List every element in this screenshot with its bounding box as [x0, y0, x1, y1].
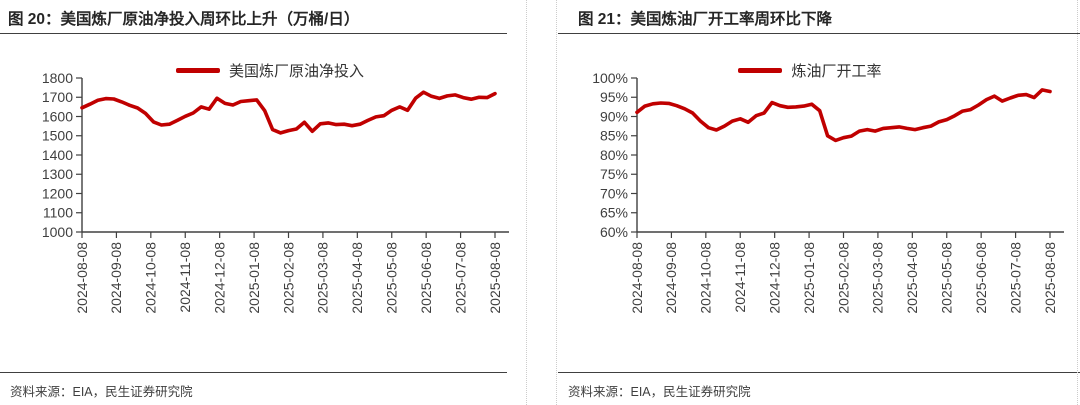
x-tick-label: 2025-02-08	[280, 242, 296, 314]
x-tick-label: 2024-09-08	[108, 242, 124, 314]
x-tick-label: 2025-02-08	[835, 242, 851, 314]
y-tick-label: 1800	[42, 70, 73, 86]
y-tick-label: 1700	[42, 89, 73, 105]
y-tick-label: 80%	[600, 147, 628, 163]
x-tick-label: 2025-08-08	[487, 242, 503, 314]
y-tick-label: 70%	[600, 185, 628, 201]
x-tick-label: 2025-01-08	[246, 242, 262, 314]
x-tick-label: 2025-03-08	[315, 242, 331, 314]
x-tick-label: 2025-07-08	[452, 242, 468, 314]
figure-title: 图 21：美国炼油厂开工率周环比下降	[558, 0, 1080, 34]
figure-panel-utilization: 图 21：美国炼油厂开工率周环比下降 炼油厂开工率 60% 65% 70% 75% 80…	[540, 0, 1080, 405]
x-tick-label: 2025-03-08	[870, 242, 886, 314]
y-tick-label: 65%	[600, 205, 628, 221]
x-tick-label: 2025-08-08	[1042, 242, 1058, 314]
chart-area: 60% 65% 70% 75% 80% 85% 90% 95% 100% 2024-08-08 20…	[540, 50, 1080, 370]
x-tick-label: 2024-10-08	[698, 242, 714, 314]
x-tick-label: 2025-06-08	[973, 242, 989, 314]
column-divider	[556, 0, 557, 405]
column-divider	[526, 0, 527, 405]
chart-area: 1000 1100 1200 1300 1400 1500 1600 1700 1800 2024…	[0, 50, 540, 370]
x-tick-label: 2025-05-08	[939, 242, 955, 314]
x-tick-label: 2024-12-08	[211, 242, 227, 314]
refinery-input-line-chart: 1000 1100 1200 1300 1400 1500 1600 1700 1800 2024…	[42, 70, 509, 314]
source-note: 资料来源：EIA，民生证券研究院	[0, 372, 507, 400]
y-tick-label: 1600	[42, 108, 73, 124]
y-tick-label: 1300	[42, 166, 73, 182]
y-tick-label: 1400	[42, 147, 73, 163]
x-tick-label: 2024-09-08	[663, 242, 679, 314]
x-tick-label: 2025-04-08	[349, 242, 365, 314]
data-line	[80, 90, 497, 135]
x-tick-label: 2024-11-08	[732, 242, 748, 313]
x-tick-label: 2024-08-08	[629, 242, 645, 314]
y-tick-label: 1500	[42, 128, 73, 144]
y-tick-label: 1200	[42, 185, 73, 201]
x-tick-label: 2025-05-08	[384, 242, 400, 314]
x-tick-label: 2024-10-08	[143, 242, 159, 314]
y-tick-label: 60%	[600, 224, 628, 240]
figure-panel-refinery-input: 图 20：美国炼厂原油净投入周环比上升（万桶/日） 美国炼厂原油净投入 1000…	[0, 0, 540, 400]
figure-title: 图 20：美国炼厂原油净投入周环比上升（万桶/日）	[0, 0, 507, 34]
data-line	[635, 88, 1052, 143]
y-tick-label: 1100	[43, 205, 73, 221]
x-tick-label: 2024-08-08	[74, 242, 90, 314]
y-tick-label: 75%	[600, 166, 628, 182]
x-tick-label: 2025-06-08	[418, 242, 434, 314]
x-tick-label: 2025-04-08	[904, 242, 920, 314]
x-tick-label: 2025-07-08	[1007, 242, 1023, 314]
x-tick-label: 2024-11-08	[177, 242, 193, 313]
column-divider	[1077, 0, 1078, 405]
y-tick-label: 1000	[42, 224, 73, 240]
y-tick-label: 90%	[600, 108, 628, 124]
utilization-line-chart: 60% 65% 70% 75% 80% 85% 90% 95% 100% 2024-08-08 20…	[592, 70, 1064, 314]
y-tick-label: 85%	[600, 128, 628, 144]
y-tick-label: 95%	[600, 89, 628, 105]
source-note: 资料来源：EIA，民生证券研究院	[558, 372, 1080, 400]
x-tick-label: 2024-12-08	[766, 242, 782, 314]
x-tick-label: 2025-01-08	[801, 242, 817, 314]
y-tick-label: 100%	[592, 70, 628, 86]
